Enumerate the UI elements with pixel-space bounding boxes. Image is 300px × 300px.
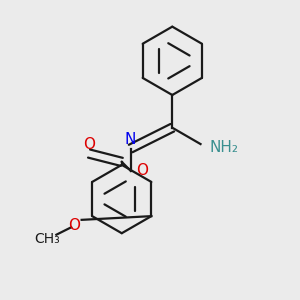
Text: O: O (136, 163, 148, 178)
Text: N: N (125, 132, 136, 147)
Text: O: O (68, 218, 80, 233)
Text: O: O (83, 137, 95, 152)
Text: NH₂: NH₂ (209, 140, 238, 154)
Text: CH₃: CH₃ (34, 232, 60, 246)
